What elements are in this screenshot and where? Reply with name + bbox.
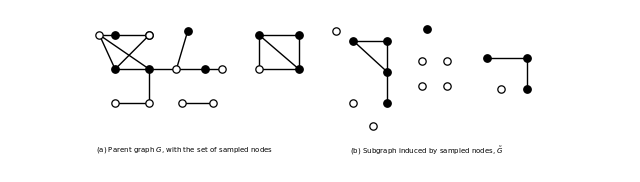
Point xyxy=(217,68,227,71)
Point xyxy=(442,59,452,62)
Point xyxy=(172,68,182,71)
Point xyxy=(442,85,452,88)
Point xyxy=(209,102,219,105)
Point xyxy=(110,33,120,36)
Point xyxy=(522,88,532,91)
Point xyxy=(144,68,154,71)
Point xyxy=(144,102,154,105)
Text: (b) Subgraph induced by sampled nodes, $\tilde{G}$: (b) Subgraph induced by sampled nodes, $… xyxy=(350,145,504,157)
Point xyxy=(482,56,492,59)
Point xyxy=(382,71,392,74)
Point xyxy=(417,59,427,62)
Point xyxy=(254,33,264,36)
Point xyxy=(110,68,120,71)
Point xyxy=(368,125,378,128)
Point xyxy=(94,33,104,36)
Point xyxy=(348,102,358,105)
Point xyxy=(294,68,304,71)
Point xyxy=(522,56,532,59)
Point xyxy=(294,33,304,36)
Point xyxy=(200,68,210,71)
Point xyxy=(348,39,358,42)
Point xyxy=(382,102,392,105)
Point xyxy=(144,33,154,36)
Point xyxy=(331,29,341,32)
Point xyxy=(182,29,193,32)
Point xyxy=(177,102,188,105)
Text: (a) Parent graph $G$, with the set of sampled nodes: (a) Parent graph $G$, with the set of sa… xyxy=(97,145,273,155)
Point xyxy=(254,68,264,71)
Point xyxy=(110,102,120,105)
Point xyxy=(496,88,506,91)
Point xyxy=(422,28,433,31)
Point xyxy=(417,85,427,88)
Point xyxy=(144,33,154,36)
Point xyxy=(382,39,392,42)
